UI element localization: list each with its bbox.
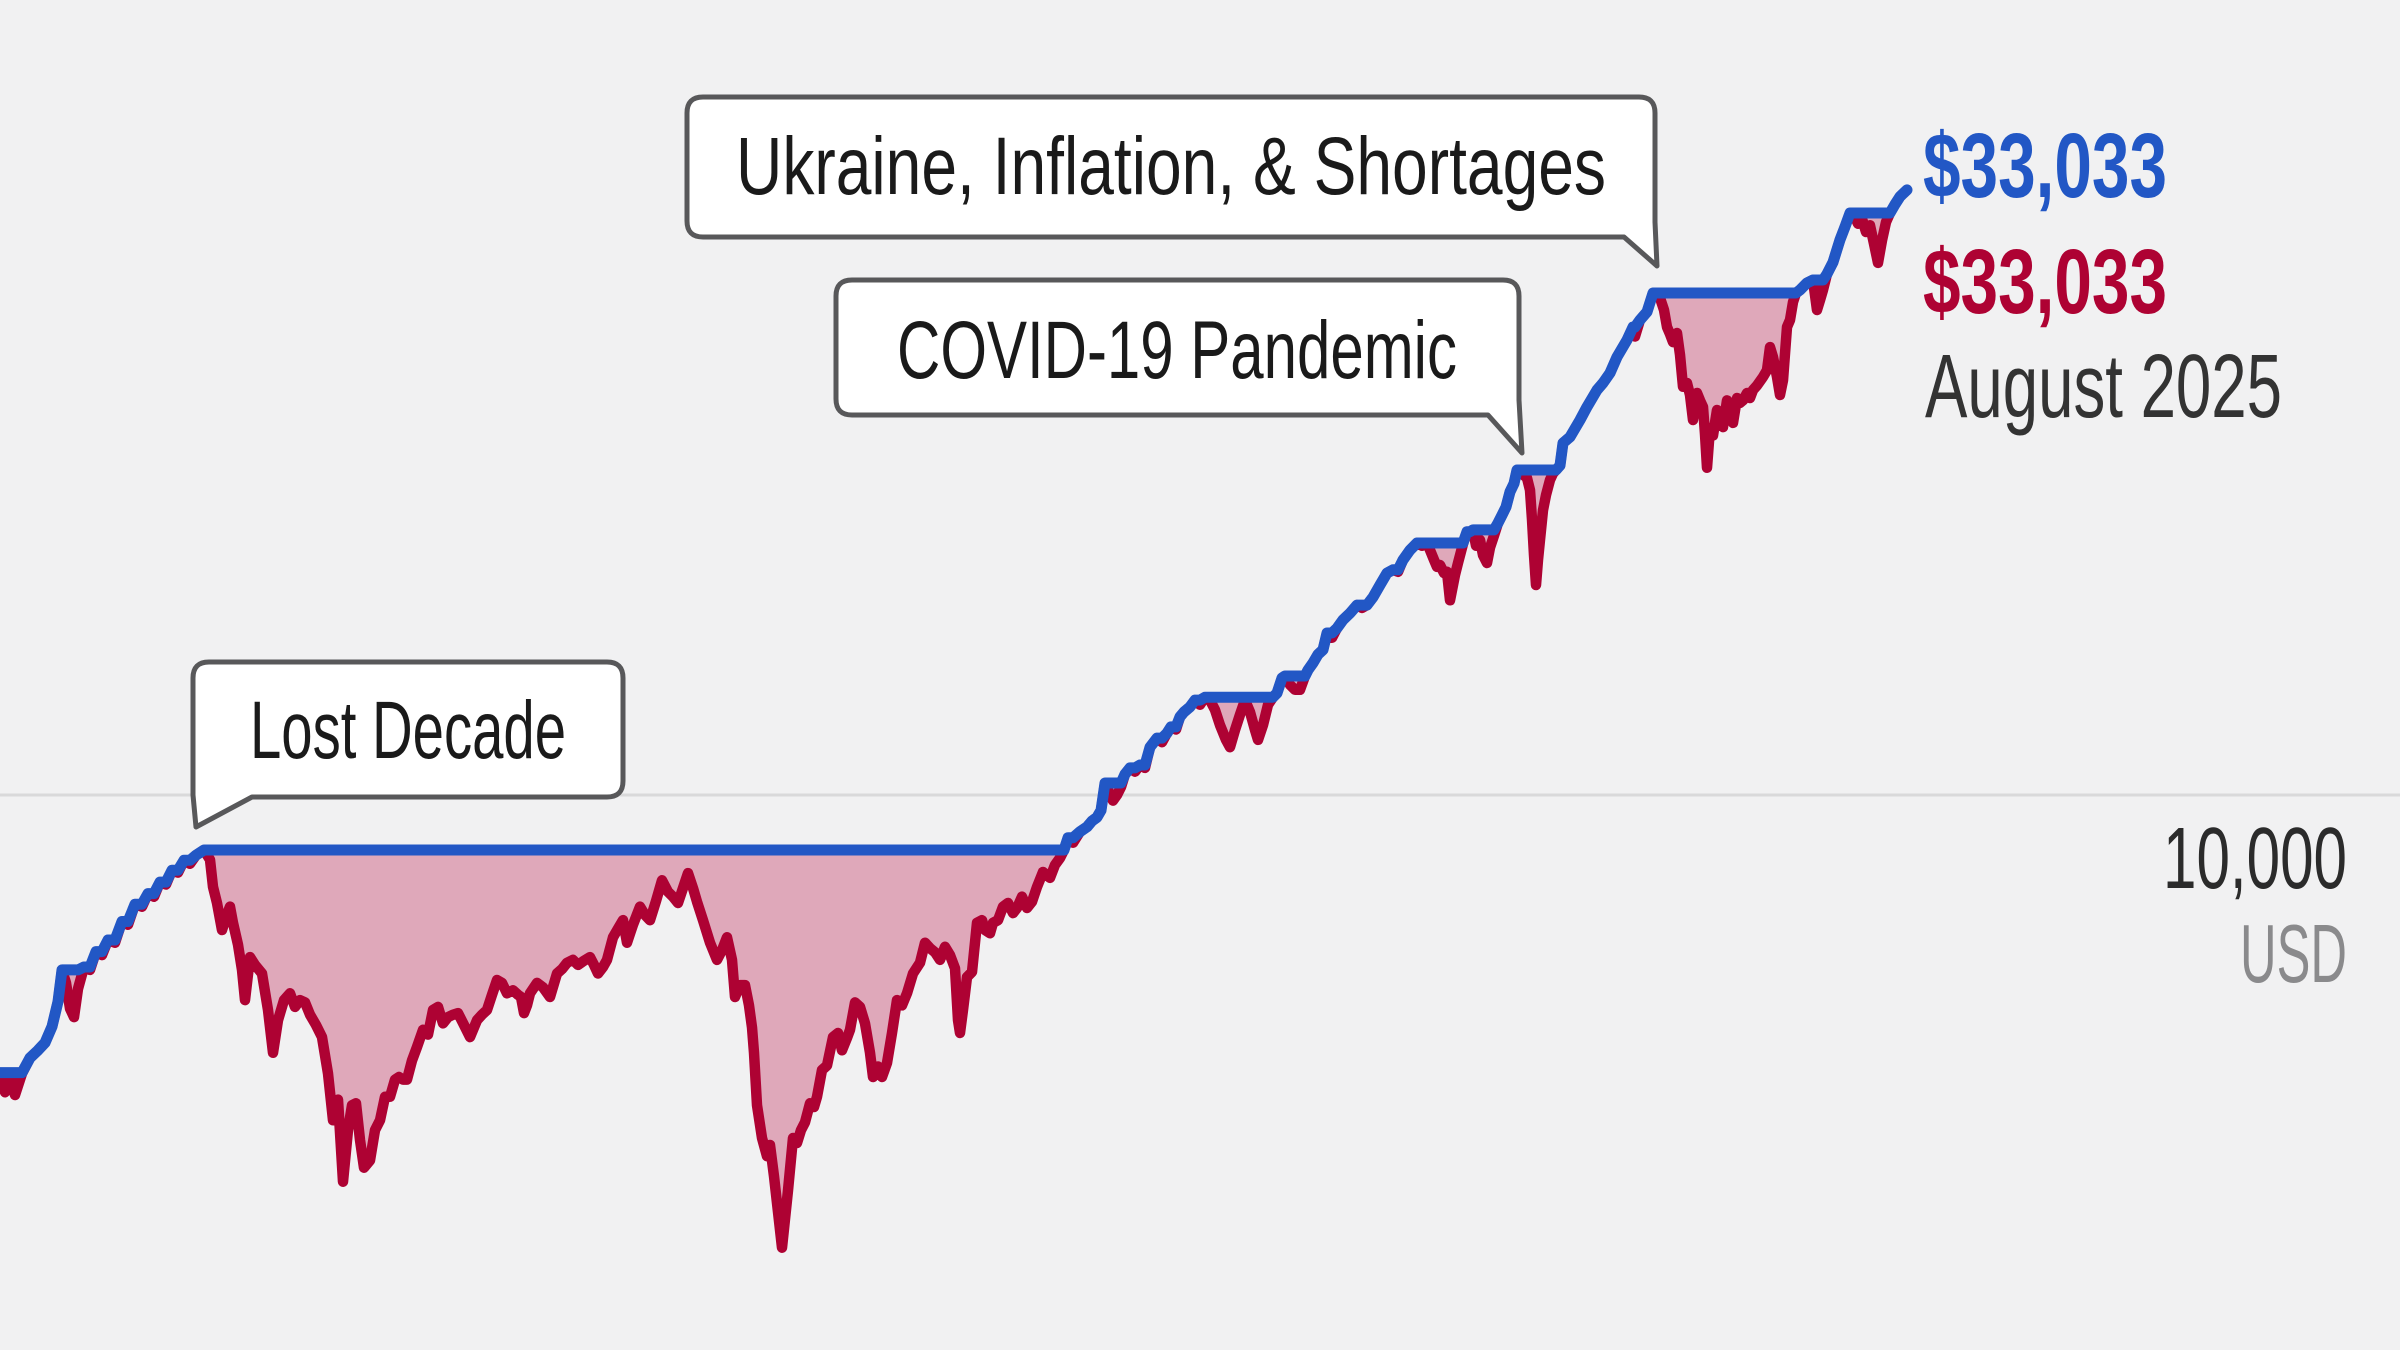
callout-lost-decade-label: Lost Decade — [250, 685, 566, 776]
callout-covid: COVID-19 Pandemic — [833, 277, 1525, 456]
callout-covid-bubble — [833, 277, 1525, 456]
callout-ukraine-bubble — [684, 94, 1660, 269]
gridline-unit-label: USD — [2240, 907, 2347, 1000]
callout-lost-decade-bubble — [190, 659, 626, 830]
callout-ukraine-label: Ukraine, Inflation, & Shortages — [736, 121, 1606, 212]
end-value-market: $33,033 — [1923, 231, 2167, 333]
callout-ukraine: Ukraine, Inflation, & Shortages — [684, 94, 1660, 269]
drawdown-fill — [0, 189, 1907, 1248]
gridline-value-label: 10,000 — [2163, 810, 2347, 907]
callout-covid-label: COVID-19 Pandemic — [897, 305, 1457, 396]
high-water-mark-line — [0, 184, 1913, 1079]
end-value-high-water-mark: $33,033 — [1923, 115, 2167, 217]
callout-lost-decade: Lost Decade — [190, 659, 626, 830]
end-date-label: August 2025 — [1925, 337, 2282, 437]
